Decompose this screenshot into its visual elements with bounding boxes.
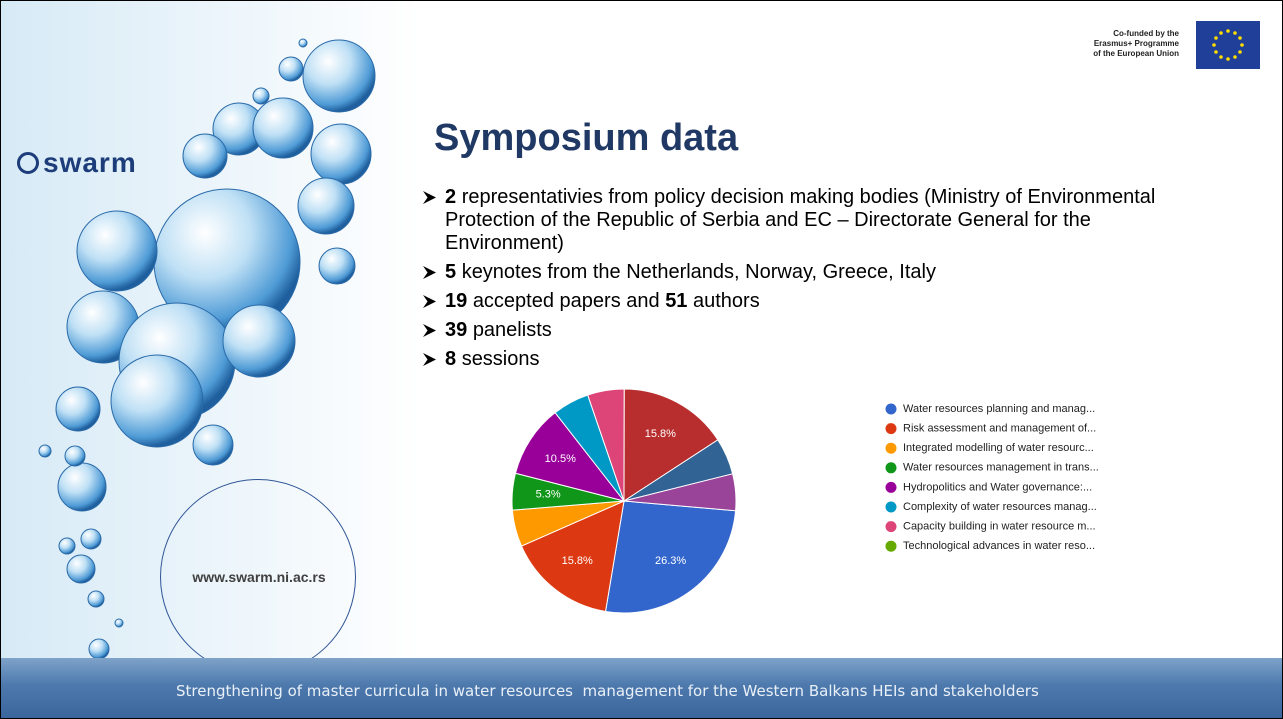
bullet-arrow	[423, 266, 436, 279]
website: www.swarm.ni.ac.rs	[161, 569, 357, 585]
bullet-arrow	[423, 191, 436, 204]
bullet: 39 panelists	[421, 319, 1211, 342]
eu-line: of the European Union	[1093, 49, 1179, 59]
legend-label: Water resources management in trans...	[903, 462, 1099, 474]
slice-label: 15.8%	[562, 555, 593, 567]
legend-swatch	[886, 443, 897, 454]
pie-svg: 26.3% 15.8% 5.3% 10.5% 15.8% Water resources …	[511, 389, 1159, 618]
legend-label: Hydropolitics and Water governance:...	[903, 481, 1092, 493]
legend-label: Capacity building in water resource m...	[903, 521, 1096, 533]
legend-swatch	[886, 404, 897, 415]
bullet-text: representativies from policy decision ma…	[445, 186, 1155, 254]
slice-label: 15.8%	[645, 428, 676, 440]
eu-funding-text: Co-funded by the Erasmus+ Programme of t…	[1093, 29, 1179, 59]
slice-label: 26.3%	[655, 555, 686, 567]
bullet-text: authors	[693, 290, 760, 312]
bullet-number: 5	[445, 261, 456, 283]
bullet-arrow	[423, 295, 436, 308]
bullet-number: 19	[445, 290, 467, 312]
legend-label: Risk assessment and management of...	[903, 423, 1096, 435]
legend-label: Water resources planning and manag...	[903, 403, 1095, 415]
eu-line: Co-funded by the	[1093, 29, 1179, 39]
eu-flag	[1196, 21, 1260, 69]
legend-swatch	[886, 541, 897, 552]
legend-swatch	[886, 423, 897, 434]
bullet-number: 2	[445, 186, 456, 208]
legend-swatch	[886, 482, 897, 493]
bullet: 5 keynotes from the Netherlands, Norway,…	[421, 261, 1211, 284]
legend-swatch	[886, 502, 897, 513]
bullet-number: 8	[445, 348, 456, 370]
legend-label: Complexity of water resources manag...	[903, 501, 1097, 513]
bullet: 2 representativies from policy decision …	[421, 186, 1211, 255]
legend-swatch	[886, 462, 897, 473]
footer-text: Strengthening of master curricula in wat…	[176, 682, 1039, 700]
bullet-number: 39	[445, 319, 467, 341]
slice-label: 10.5%	[545, 453, 576, 465]
bullet: 19 accepted papers and 51 authors	[421, 290, 1211, 313]
slide-title: Symposium data	[434, 117, 738, 160]
logo: swarm	[17, 147, 137, 179]
slide: swarm Co-funded by the Erasmus+ Programm…	[0, 0, 1283, 719]
legend-label: Technological advances in water reso...	[903, 540, 1095, 552]
bullet-number: 51	[665, 290, 687, 312]
bullet-arrow	[423, 353, 436, 366]
bullet-list: 2 representativies from policy decision …	[421, 186, 1211, 377]
footer: Strengthening of master curricula in wat…	[1, 658, 1282, 718]
legend-swatch	[886, 521, 897, 532]
eu-line: Erasmus+ Programme	[1093, 39, 1179, 49]
bullet: 8 sessions	[421, 348, 1211, 371]
logo-icon	[17, 152, 39, 174]
bullet-arrow	[423, 324, 436, 337]
bullet-text: keynotes from the Netherlands, Norway, G…	[462, 261, 936, 283]
pie-chart: 26.3% 15.8% 5.3% 10.5% 15.8% Water resources …	[511, 389, 1159, 618]
legend-label: Integrated modelling of water resourc...	[903, 442, 1094, 454]
bullet-text: accepted papers and	[473, 290, 660, 312]
bullet-text: sessions	[462, 348, 540, 370]
slice-label: 5.3%	[536, 489, 561, 501]
bullet-text: panelists	[473, 319, 552, 341]
logo-text: swarm	[43, 147, 137, 178]
